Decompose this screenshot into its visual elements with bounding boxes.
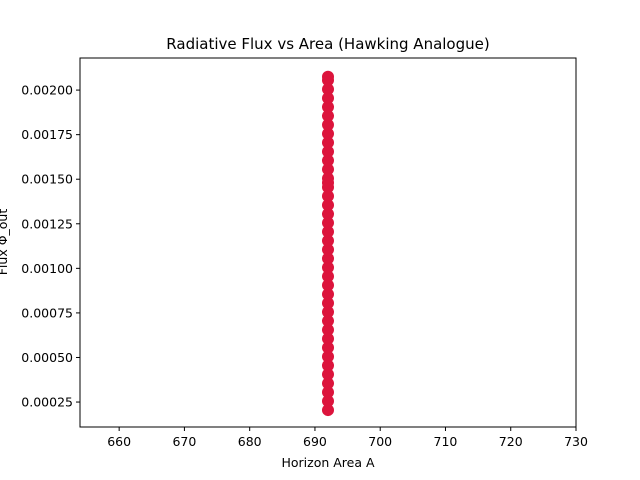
data-point [322,109,334,122]
data-point [322,163,334,176]
data-point [322,176,334,189]
data-point [322,207,334,220]
data-point [322,83,334,96]
data-point [322,225,334,238]
y-tick-label: 0.00075 [21,305,73,320]
x-tick-label: 730 [564,434,588,449]
data-point [322,154,334,167]
data-point [322,377,334,390]
chart-title: Radiative Flux vs Area (Hawking Analogue… [166,35,489,53]
data-point [322,199,334,212]
y-tick-label: 0.00150 [21,172,73,187]
data-point [322,404,334,417]
data-point [322,234,334,247]
x-axis-label: Horizon Area A [281,455,375,470]
y-tick-label: 0.00200 [21,83,73,98]
plot-frame [79,57,577,428]
data-point [322,323,334,336]
data-point [322,190,334,203]
data-point [322,145,334,158]
data-point [322,216,334,229]
y-tick-label: 0.00100 [21,261,73,276]
y-tick-label: 0.00125 [21,216,73,231]
data-point [322,136,334,149]
data-point [322,288,334,301]
data-point [322,92,334,105]
data-point [322,279,334,292]
data-point [322,118,334,131]
y-tick-label: 0.00050 [21,350,73,365]
data-point [322,261,334,274]
data-point [322,70,334,83]
x-tick-label: 690 [303,434,327,449]
data-point [322,297,334,310]
x-tick-label: 710 [434,434,458,449]
y-axis-label: Flux Φ_out [0,209,10,276]
y-tick-label: 0.00025 [21,395,73,410]
y-tick-label: 0.00175 [21,127,73,142]
x-tick-label: 680 [238,434,262,449]
data-point [322,243,334,256]
data-point [322,350,334,363]
data-point [322,127,334,140]
data-point [322,332,334,345]
data-point [322,314,334,327]
x-tick-label: 660 [107,434,131,449]
data-point [322,252,334,265]
x-tick-label: 670 [172,434,196,449]
y-axis-ticks: 0.00025 0.00050 0.00075 0.00100 0.00125 0.001… [21,83,80,410]
x-tick-label: 720 [499,434,523,449]
data-point [322,341,334,354]
data-point [322,101,334,114]
data-point [322,395,334,408]
x-axis-ticks: 660 670 680 690 700 710 720 730 [107,427,588,449]
data-point [322,359,334,372]
data-points [322,70,334,417]
data-point [322,368,334,381]
data-point [322,306,334,319]
x-tick-label: 700 [368,434,392,449]
data-point [322,386,334,399]
data-point [322,270,334,283]
